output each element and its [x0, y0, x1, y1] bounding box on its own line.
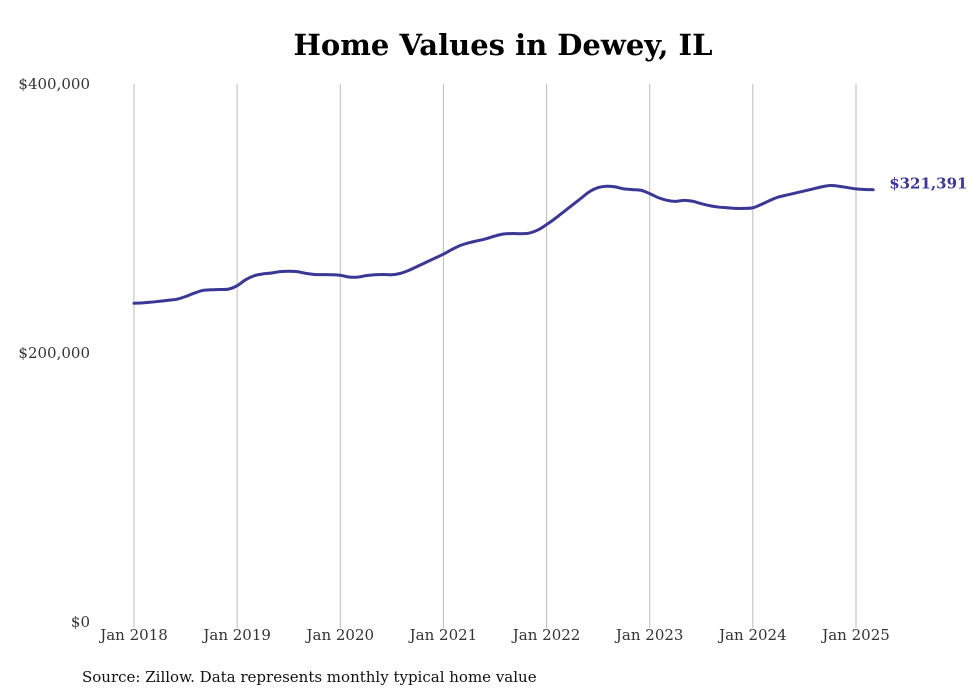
x-tick-label: Jan 2020	[305, 626, 375, 644]
y-tick-label: $200,000	[18, 344, 90, 362]
x-tick-label: Jan 2018	[98, 626, 168, 644]
y-tick-label: $400,000	[18, 75, 90, 93]
x-tick-label: Jan 2023	[614, 626, 684, 644]
source-note: Source: Zillow. Data represents monthly …	[82, 668, 537, 686]
grid-lines	[133, 84, 857, 628]
end-value-label: $321,391	[889, 175, 967, 193]
x-tick-label: Jan 2019	[201, 626, 271, 644]
x-tick-label: Jan 2024	[717, 626, 787, 644]
annotation-group: $321,391	[889, 175, 967, 193]
chart-title: Home Values in Dewey, IL	[293, 28, 713, 62]
series-group	[132, 184, 875, 305]
y-tick-label: $0	[71, 613, 90, 631]
series-line	[132, 184, 875, 305]
x-tick-label: Jan 2025	[820, 626, 890, 644]
y-axis-tick-labels: $0 $200,000 $400,000	[18, 75, 90, 631]
x-tick-label: Jan 2021	[408, 626, 478, 644]
x-axis-tick-labels: Jan 2018 Jan 2019 Jan 2020 Jan 2021 Jan 2022…	[98, 626, 890, 644]
x-tick-label: Jan 2022	[511, 626, 581, 644]
